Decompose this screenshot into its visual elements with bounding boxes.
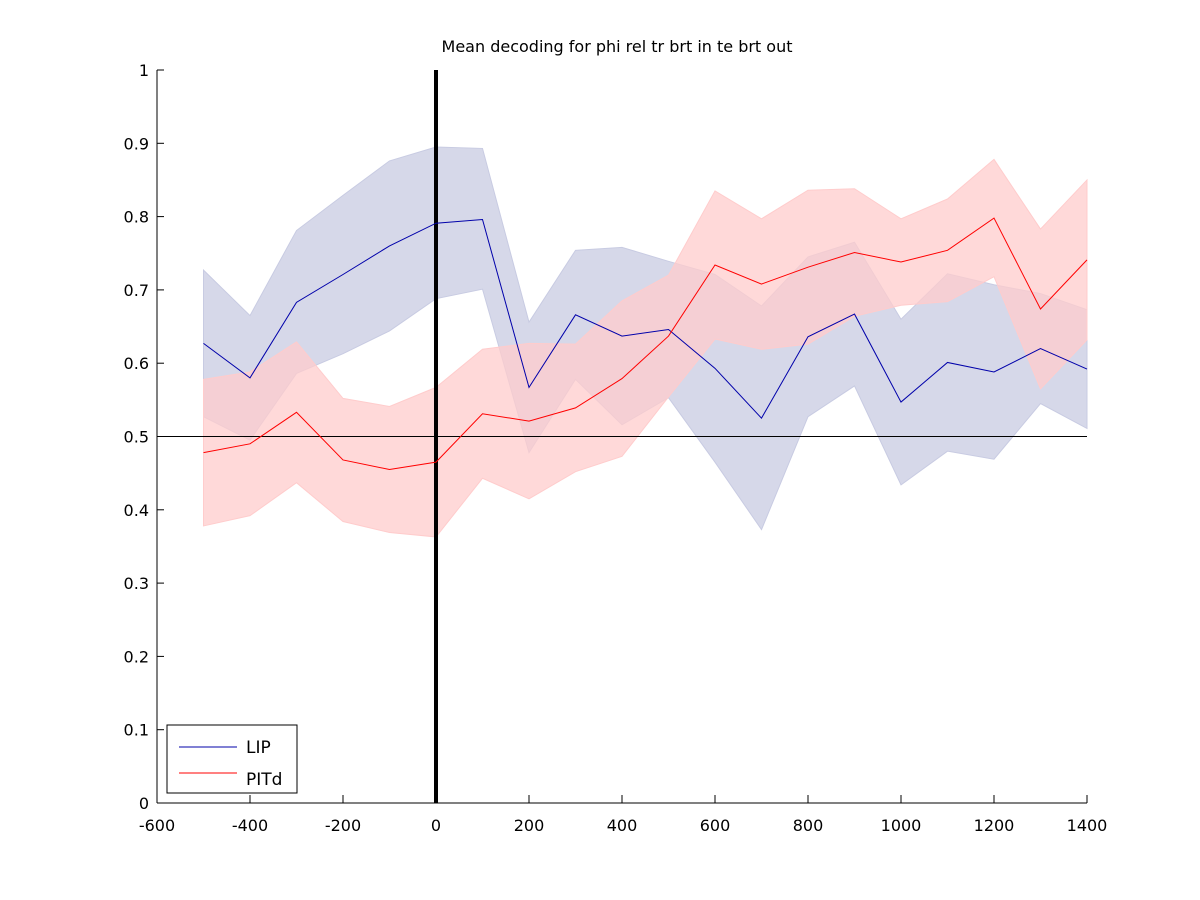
legend: LIP PITd — [166, 724, 298, 794]
legend-box — [166, 724, 298, 794]
x-tick-label: 200 — [514, 816, 545, 835]
x-tick-label: 1400 — [1067, 816, 1108, 835]
series-lines — [203, 217, 1088, 470]
band-pitd — [203, 158, 1088, 538]
confidence-bands — [203, 146, 1088, 538]
x-tick-label: -200 — [325, 816, 361, 835]
x-tick-label: 0 — [431, 816, 441, 835]
x-tick-label: 800 — [793, 816, 824, 835]
legend-label-pitd: PITd — [246, 770, 282, 790]
y-tick-label: 0.2 — [124, 647, 149, 666]
series-line-lip — [203, 219, 1088, 420]
y-tick-label: 1 — [139, 61, 149, 80]
x-tick-label: 400 — [607, 816, 638, 835]
reference-lines — [157, 70, 1087, 803]
x-tick-label: 1200 — [974, 816, 1015, 835]
chart-title: Mean decoding for phi rel tr brt in te b… — [442, 37, 793, 56]
legend-label-lip: LIP — [246, 738, 271, 758]
y-tick-label: 0.3 — [124, 574, 149, 593]
y-ticks: 0 0.1 0.2 0.3 0.4 0.5 0.6 0.7 0.8 0.9 1 — [124, 61, 164, 813]
y-tick-label: 0.1 — [124, 721, 149, 740]
y-tick-label: 0.5 — [124, 428, 149, 447]
y-tick-label: 0.8 — [124, 208, 149, 227]
y-tick-label: 0 — [139, 794, 149, 813]
series-line-pitd — [203, 217, 1088, 470]
y-tick-label: 0.9 — [124, 134, 149, 153]
x-tick-label: 600 — [700, 816, 731, 835]
x-tick-label: -600 — [139, 816, 175, 835]
y-tick-label: 0.4 — [124, 501, 149, 520]
x-tick-label: -400 — [232, 816, 268, 835]
x-tick-label: 1000 — [881, 816, 922, 835]
x-ticks: -600 -400 -200 0 200 400 600 800 1000 1200 1400 — [139, 795, 1108, 835]
y-tick-label: 0.6 — [124, 354, 149, 373]
y-tick-label: 0.7 — [124, 281, 149, 300]
